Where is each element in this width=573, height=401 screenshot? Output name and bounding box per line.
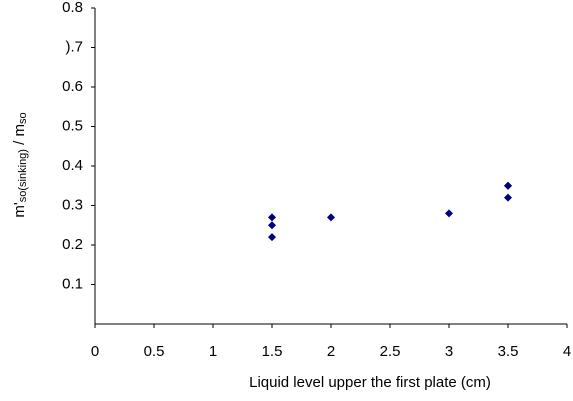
y-tick-label: 0.5 <box>62 117 83 134</box>
y-tick-label: 0.6 <box>62 78 83 95</box>
x-tick-label: 2.5 <box>380 343 401 360</box>
data-point <box>327 213 335 222</box>
x-tick-label: 2 <box>327 343 335 360</box>
y-tick-label: 0.1 <box>62 275 83 292</box>
data-point <box>504 193 512 202</box>
y-label-subscript: so <box>17 112 29 124</box>
x-tick-label: 0 <box>91 343 99 360</box>
y-axis-label: m'so(sinking) / mso <box>11 112 29 217</box>
x-tick-label: 1 <box>209 343 217 360</box>
y-tick-label: 0.3 <box>62 196 83 213</box>
x-tick-label: 0.5 <box>144 343 165 360</box>
y-tick-label: 0.2 <box>62 236 83 253</box>
y-tick-label: ).7 <box>65 38 83 55</box>
y-label-text: m' <box>11 202 28 217</box>
y-label-text: / m <box>11 124 28 149</box>
data-point <box>445 209 453 218</box>
data-point <box>268 233 276 242</box>
x-tick-label: 3.5 <box>498 343 519 360</box>
x-tick-label: 1.5 <box>262 343 283 360</box>
x-tick-label: 4 <box>563 343 571 360</box>
data-point <box>268 213 276 222</box>
x-axis-label: Liquid level upper the first plate (cm) <box>249 374 491 391</box>
y-tick-label: 0.4 <box>62 157 83 174</box>
data-point <box>268 221 276 230</box>
y-tick-label: 0.8 <box>62 0 83 16</box>
data-point <box>504 181 512 190</box>
x-tick-label: 3 <box>445 343 453 360</box>
y-label-subscript: so(sinking) <box>17 149 29 202</box>
